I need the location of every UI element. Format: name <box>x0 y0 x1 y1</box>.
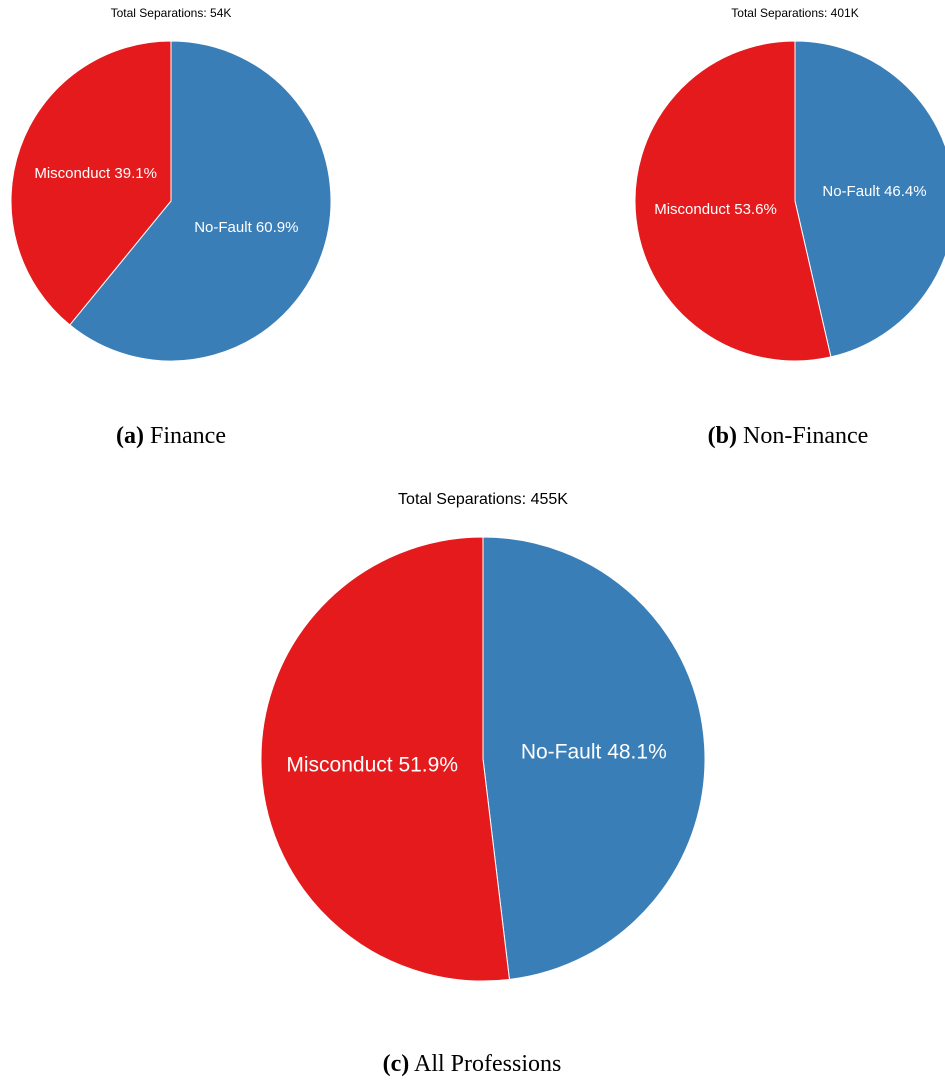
slice-label: No-Fault 46.4% <box>822 183 926 200</box>
caption-text: Non-Finance <box>743 423 868 449</box>
slice-label: No-Fault 48.1% <box>521 740 667 763</box>
slice-label: No-Fault 60.9% <box>194 219 298 236</box>
slice-category: No-Fault <box>194 219 252 236</box>
pie-slice <box>794 40 945 358</box>
caption-text: All Professions <box>414 1051 561 1077</box>
slice-value: 46.4% <box>884 183 927 200</box>
slice-label: Misconduct 51.9% <box>286 753 458 776</box>
caption-label: (b) <box>708 423 737 449</box>
caption: (b) Non-Finance <box>708 423 869 449</box>
caption: (a) Finance <box>116 423 226 449</box>
pie-slice <box>10 40 172 326</box>
caption-label: (a) <box>116 423 144 449</box>
pie-slice <box>634 40 832 362</box>
pie-slice <box>69 40 332 362</box>
slice-value: 53.6% <box>734 201 777 218</box>
slice-value: 48.1% <box>607 740 667 763</box>
slice-value: 60.9% <box>256 219 299 236</box>
slice-category: Misconduct <box>654 201 731 218</box>
slice-category: Misconduct <box>34 165 111 182</box>
slice-value: 39.1% <box>114 165 157 182</box>
slice-category: Misconduct <box>286 753 392 776</box>
pie-slice <box>260 536 510 982</box>
slice-value: 51.9% <box>398 753 458 776</box>
slice-category: No-Fault <box>521 740 602 763</box>
chart-title: Total Separations: 54K <box>111 6 232 20</box>
caption-label: (c) <box>383 1051 410 1077</box>
slice-label: Misconduct 53.6% <box>654 201 777 218</box>
slice-category: No-Fault <box>822 183 880 200</box>
caption: (c) All Professions <box>383 1051 562 1077</box>
caption-text: Finance <box>150 423 226 449</box>
slice-label: Misconduct 39.1% <box>34 165 157 182</box>
pie-slice <box>482 536 706 980</box>
chart-title: Total Separations: 455K <box>398 491 568 508</box>
chart-title: Total Separations: 401K <box>731 6 858 20</box>
